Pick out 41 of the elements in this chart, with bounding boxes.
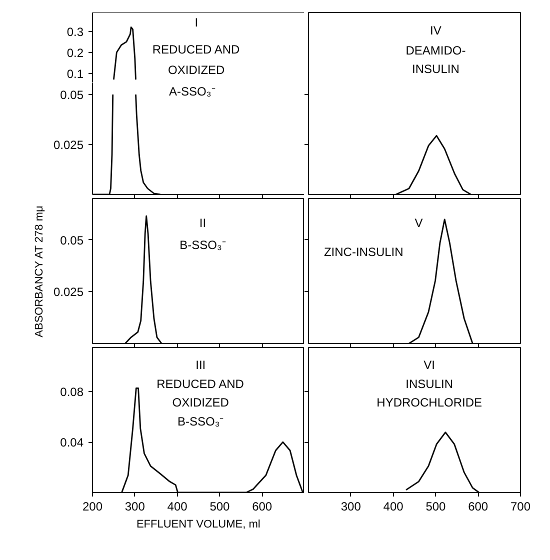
y-tick-label: 0.2 <box>66 46 84 60</box>
annotation: HYDROCHLORIDE <box>376 396 482 410</box>
annotation: ZINC-INSULIN <box>324 245 404 260</box>
annotation: B-SSO₃⁻ <box>180 238 226 252</box>
x-tick-label: 300 <box>124 500 146 514</box>
y-tick-label: 0.025 <box>53 285 84 300</box>
annotation: INSULIN <box>406 376 454 391</box>
annotation: VI <box>424 358 436 372</box>
annotation: B-SSO₃⁻ <box>178 414 224 428</box>
annotation: INSULIN <box>412 62 460 76</box>
annotation: REDUCED AND <box>152 42 240 57</box>
x-axis-title: EFFLUENT VOLUME, ml <box>136 518 260 530</box>
y-tick-label: 0.3 <box>66 24 84 39</box>
x-tick-label: 700 <box>510 500 531 514</box>
line-series <box>113 26 136 80</box>
y-tick-label: 0.04 <box>60 436 84 450</box>
x-tick-label: 400 <box>383 500 404 514</box>
annotation: OXIDIZED <box>168 62 226 77</box>
y-tick-label: 0.025 <box>53 138 84 152</box>
annotation: III <box>196 358 206 372</box>
annotation: DEAMIDO- <box>406 44 466 58</box>
x-tick-label: 600 <box>252 500 272 514</box>
annotation: II <box>199 216 206 230</box>
y-tick-label: 0.05 <box>60 88 84 102</box>
annotation: IV <box>430 24 442 38</box>
annotation: REDUCED AND <box>156 376 244 391</box>
x-tick-label: 300 <box>340 500 362 514</box>
annotation: I <box>194 15 198 30</box>
x-tick-label: 500 <box>210 500 230 514</box>
line-series <box>124 215 162 344</box>
x-tick-label: 500 <box>426 500 446 514</box>
x-tick-label: 600 <box>468 500 488 514</box>
annotation: OXIDIZED <box>172 396 230 410</box>
y-tick-label: 0.1 <box>66 66 84 81</box>
x-tick-label: 400 <box>167 500 188 514</box>
y-tick-label: 0.05 <box>60 233 84 248</box>
x-tick-label: 200 <box>82 500 103 514</box>
annotation: A-SSO₃⁻ <box>169 84 216 98</box>
annotation: V <box>414 216 423 230</box>
y-tick-label: 0.08 <box>60 385 84 400</box>
y-axis-title: ABSORBANCY AT 278 mμ <box>33 206 46 338</box>
